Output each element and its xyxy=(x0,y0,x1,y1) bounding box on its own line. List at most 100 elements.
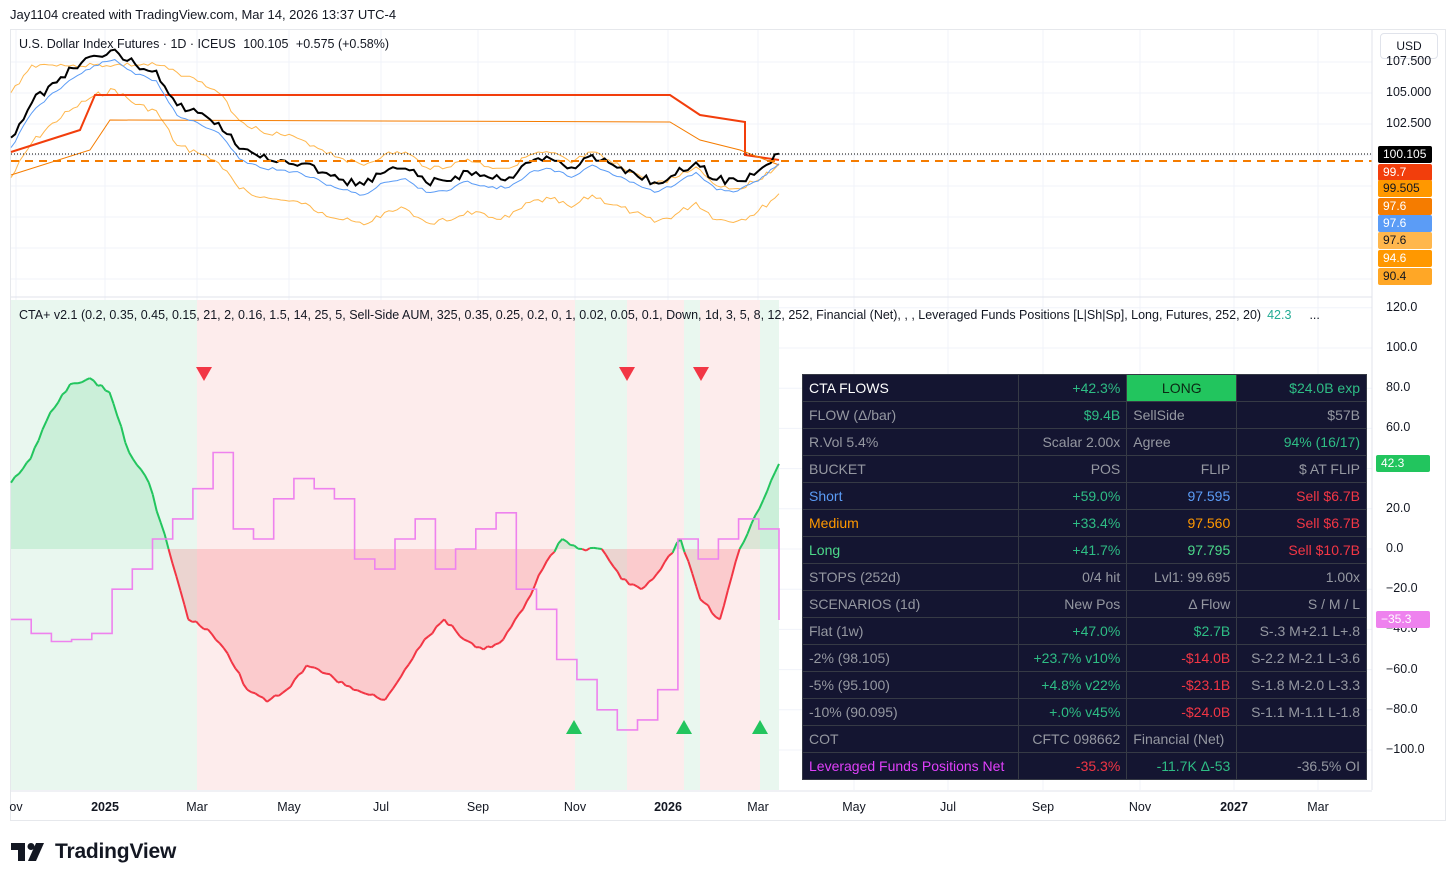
oscillator-segment xyxy=(341,680,347,687)
price-axis-label: 97.6 xyxy=(1378,215,1432,232)
chart-frame xyxy=(10,29,1446,821)
oscillator-segment xyxy=(49,407,56,413)
oscillator-segment xyxy=(746,523,753,535)
indicator-value: 42.3 xyxy=(1267,308,1292,322)
table-cell: Short xyxy=(801,482,1020,510)
table-cell: Lvl1: 99.695 xyxy=(1126,563,1238,591)
more-icon[interactable]: ... xyxy=(1309,308,1320,322)
table-cell: SellSide xyxy=(1126,401,1238,429)
oscillator-segment xyxy=(604,554,611,562)
oscillator-pane xyxy=(10,377,780,731)
oscillator-segment xyxy=(89,377,95,382)
oscillator-segment xyxy=(533,574,540,586)
oscillator-segment xyxy=(529,585,536,596)
oscillator-segment xyxy=(61,390,67,396)
oscillator-segment xyxy=(171,563,178,577)
table-cell: Financial (Net) xyxy=(1126,725,1238,753)
oscillator-segment xyxy=(97,384,102,387)
oscillator-segment xyxy=(238,673,245,685)
oscillator-axis-label: −35.3 xyxy=(1376,610,1430,628)
oscillator-segment xyxy=(21,462,28,470)
oscillator-segment xyxy=(404,663,410,671)
table-row: COT CFTC 098662 Financial (Net) xyxy=(801,725,1367,753)
oscillator-segment xyxy=(695,586,702,600)
tradingview-logo[interactable]: TradingView xyxy=(11,840,176,864)
oscillator-segment xyxy=(57,394,64,403)
oscillator-segment xyxy=(230,661,237,670)
oscillator-segment xyxy=(636,585,642,591)
oscillator-segment xyxy=(147,482,154,495)
oscillator-segment xyxy=(254,692,260,697)
table-row: -10% (90.095) +.0% v45% -$24.0B S-1.1 M-1.1… xyxy=(801,698,1367,726)
oscillator-segment xyxy=(707,604,713,614)
currency-button[interactable]: USD xyxy=(1380,33,1438,59)
signal-zone xyxy=(11,300,197,790)
oscillator-segment xyxy=(573,544,579,550)
price-value: 100.105 xyxy=(243,37,289,51)
oscillator-segment xyxy=(396,676,402,684)
oscillator-segment xyxy=(388,687,394,695)
oscillator-axis-tick: −20.0 xyxy=(1386,581,1418,596)
table-cell: S-1.8 M-2.0 L-3.3 xyxy=(1236,671,1367,699)
oscillator-segment xyxy=(246,688,252,694)
oscillator-segment xyxy=(561,538,567,543)
table-cell: Agree xyxy=(1126,428,1238,456)
oscillator-segment xyxy=(455,630,461,638)
oscillator-segment xyxy=(415,645,422,652)
oscillator-segment xyxy=(518,608,524,615)
time-axis-label: Jul xyxy=(940,800,956,814)
band-upper xyxy=(10,62,780,190)
oscillator-segment xyxy=(632,583,638,588)
oscillator-segment xyxy=(616,571,623,580)
oscillator-segment xyxy=(423,635,430,641)
table-row: Flat (1w) +47.0% $2.7B S-.3 M+2.1 L+.8 xyxy=(801,617,1367,645)
main-legend[interactable]: U.S. Dollar Index Futures · 1D · ICEUS 1… xyxy=(19,37,389,51)
oscillator-segment xyxy=(105,389,110,394)
oscillator-negative-fill xyxy=(11,549,779,702)
table-cell: S-2.2 M-2.1 L-3.6 xyxy=(1236,644,1367,672)
table-cell: $57B xyxy=(1236,401,1367,429)
sell-signal-marker xyxy=(196,367,212,381)
indicator-label: CTA+ v2.1 (0.2, 0.35, 0.45, 0.15, 21, 2,… xyxy=(19,308,1262,322)
table-row: Leveraged Funds Positions Net -35.3% -11.7… xyxy=(801,752,1367,780)
table-cell: Scalar 2.00x xyxy=(1018,428,1128,456)
oscillator-segment xyxy=(211,633,217,641)
oscillator-segment xyxy=(163,533,170,550)
price-pane xyxy=(10,48,1372,226)
signal-zone xyxy=(760,300,779,790)
oscillator-axis-tick: −60.0 xyxy=(1386,661,1418,676)
oscillator-axis-tick: 60.0 xyxy=(1386,420,1411,435)
time-axis-label: 2025 xyxy=(91,800,119,814)
oscillator-segment xyxy=(585,547,591,552)
oscillator-segment xyxy=(258,695,264,699)
oscillator-segment xyxy=(266,698,272,703)
indicator-legend[interactable]: CTA+ v2.1 (0.2, 0.35, 0.45, 0.15, 21, 2,… xyxy=(19,308,1320,322)
table-cell: POS xyxy=(1018,455,1128,483)
oscillator-segment xyxy=(766,480,773,492)
oscillator-segment xyxy=(419,638,426,647)
table-cell: FLOW (Δ/bar) xyxy=(801,401,1020,429)
oscillator-segment xyxy=(18,468,24,475)
table-cell: New Pos xyxy=(1018,590,1128,618)
cta-flows-table: CTA FLOWS +42.3% LONG $24.0B exp FLOW (Δ/bar… xyxy=(801,374,1367,780)
oscillator-segment xyxy=(242,683,249,691)
table-cell: 1.00x xyxy=(1236,563,1367,591)
oscillator-segment xyxy=(310,665,315,669)
trend-stop-line xyxy=(10,94,780,161)
table-cell: -35.3% xyxy=(1018,752,1128,780)
oscillator-axis-tick: 100.0 xyxy=(1386,340,1418,354)
oscillator-segment xyxy=(514,613,520,621)
oscillator-segment xyxy=(459,635,465,641)
oscillator-segment xyxy=(10,476,16,484)
oscillator-segment xyxy=(250,691,256,695)
signal-zone xyxy=(575,300,627,790)
oscillator-segment xyxy=(41,420,48,431)
table-cell: Δ Flow xyxy=(1126,590,1238,618)
trend-line-2 xyxy=(10,119,780,176)
oscillator-segment xyxy=(570,543,575,547)
oscillator-segment xyxy=(365,692,370,696)
oscillator-segment xyxy=(482,645,489,651)
table-cell: STOPS (252d) xyxy=(801,563,1020,591)
oscillator-segment xyxy=(218,642,225,649)
oscillator-segment xyxy=(431,626,438,634)
